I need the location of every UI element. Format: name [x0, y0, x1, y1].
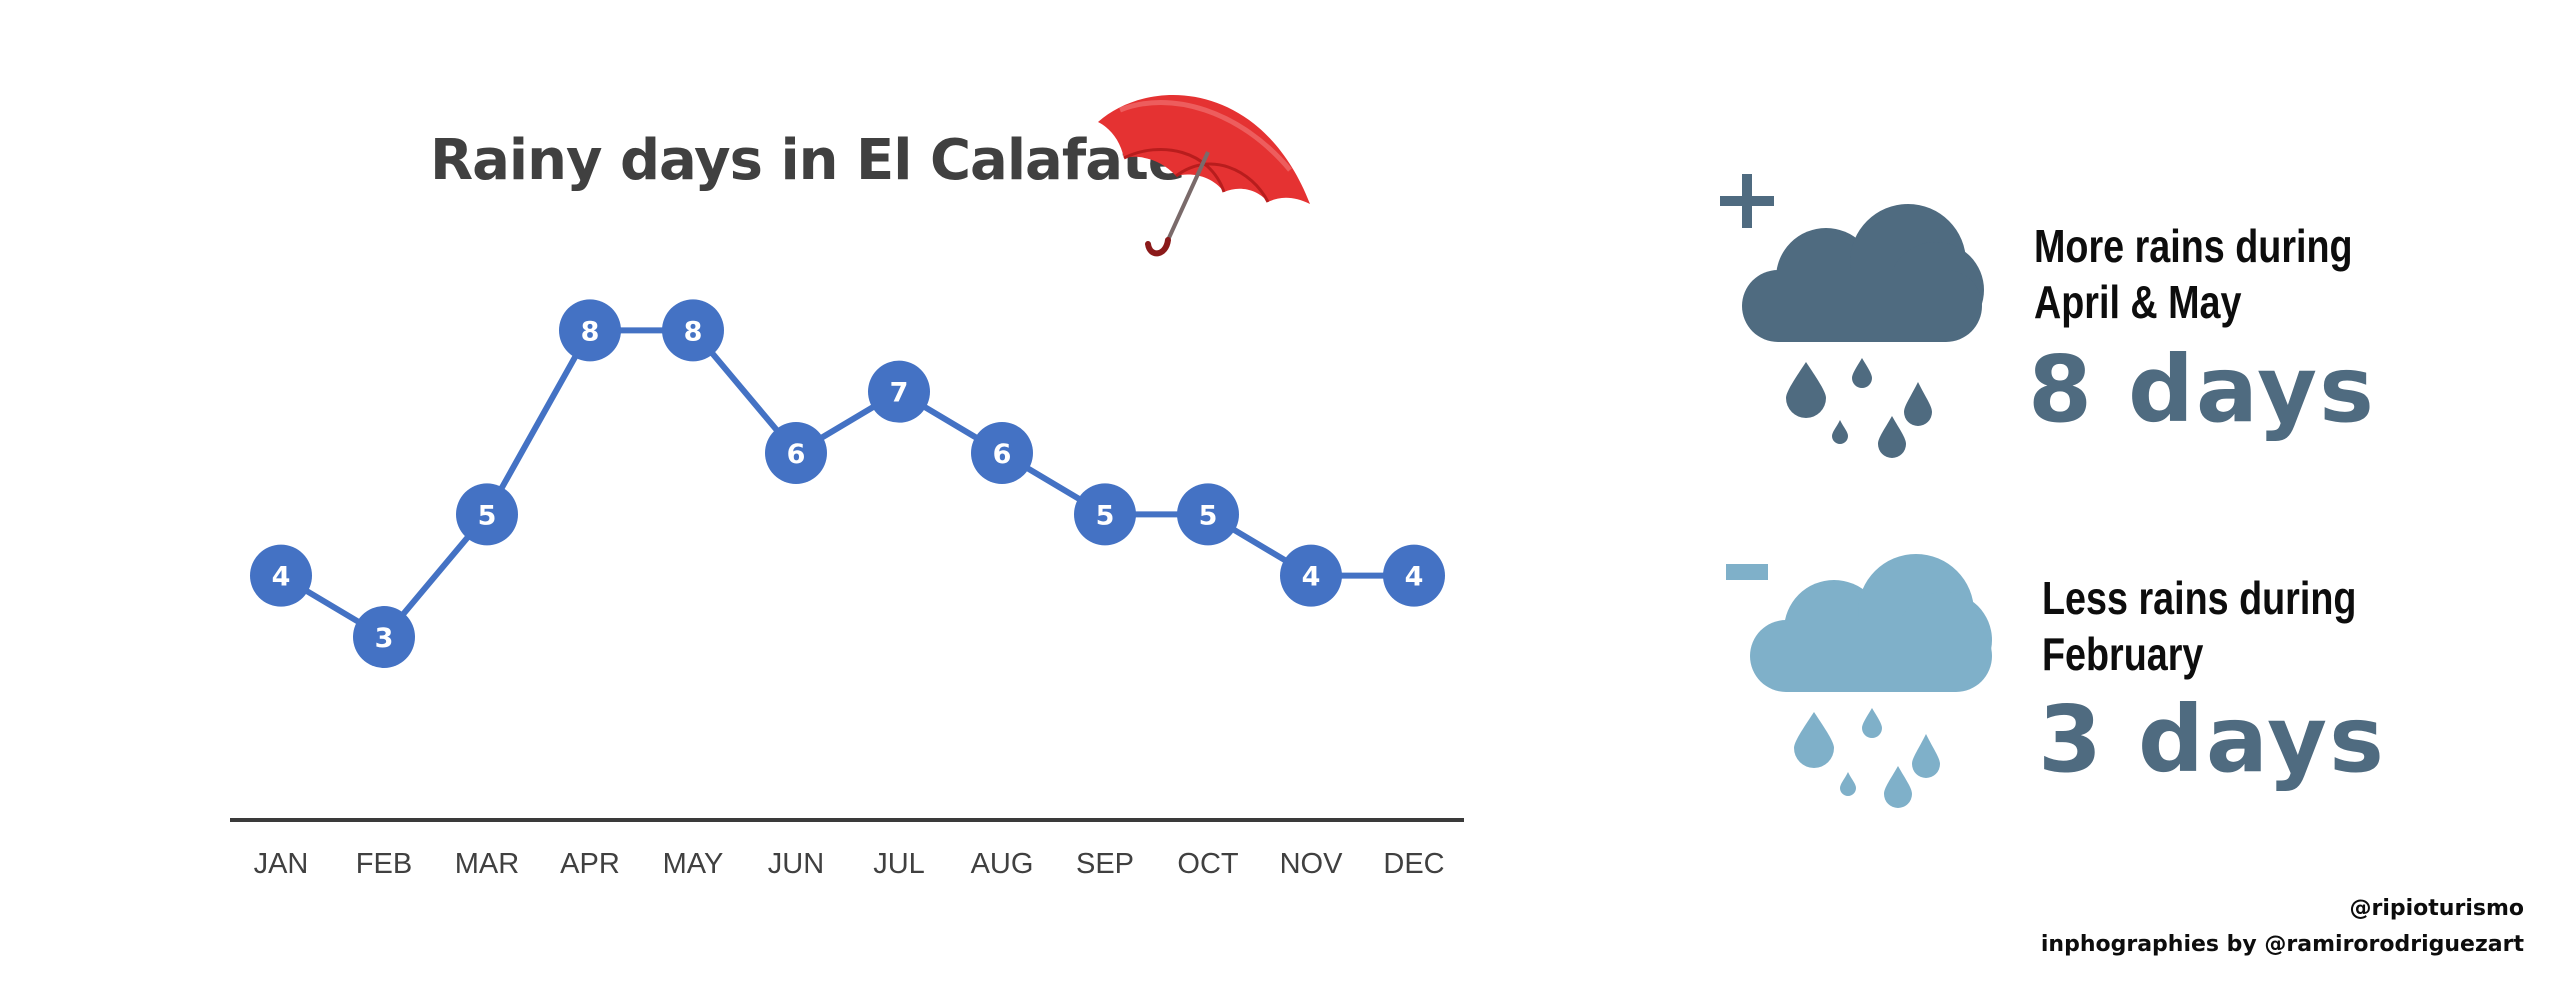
- credit-handle: @ripioturismo: [2349, 896, 2525, 921]
- data-point-sep: [1074, 483, 1136, 546]
- x-tick-label: NOV: [1280, 848, 1344, 880]
- more-rains-value: 8 days: [2028, 336, 2376, 443]
- x-tick-label: SEP: [1076, 848, 1134, 880]
- data-label-jan: 4: [272, 562, 291, 593]
- data-point-aug: [971, 422, 1033, 485]
- data-label-mar: 5: [478, 500, 497, 531]
- data-point-jan: [250, 544, 312, 607]
- x-tick-label: JUL: [873, 848, 925, 880]
- data-label-oct: 5: [1199, 500, 1218, 531]
- data-point-feb: [353, 606, 415, 668]
- more-rains-heading: More rains during April & May: [2034, 218, 2353, 330]
- less-rains-value: 3 days: [2038, 686, 2386, 793]
- data-point-may: [662, 299, 724, 362]
- x-tick-label: MAR: [455, 848, 519, 880]
- data-label-jul: 7: [890, 378, 909, 409]
- data-point-apr: [559, 299, 621, 362]
- data-point-oct: [1177, 483, 1239, 546]
- series-line: [279, 327, 1414, 640]
- x-tick-label: AUG: [971, 848, 1034, 880]
- credit-author: inphographies by @ramirorodriguezart: [2040, 932, 2524, 957]
- x-tick-label: JUN: [768, 848, 824, 880]
- data-label-sep: 5: [1096, 500, 1115, 531]
- data-point-dec: [1383, 544, 1445, 607]
- data-point-nov: [1280, 544, 1342, 607]
- data-label-may: 8: [684, 316, 703, 347]
- plus-icon: [1720, 174, 1774, 228]
- less-rains-heading-line1: Less rains during: [2042, 572, 2357, 624]
- data-label-apr: 8: [581, 316, 600, 347]
- less-rains-heading-line2: February: [2042, 628, 2204, 680]
- x-tick-label: DEC: [1383, 848, 1444, 880]
- data-point-jun: [765, 422, 827, 485]
- chart-title: Rainy days in El Calafate: [430, 128, 1186, 193]
- x-tick-label: APR: [560, 848, 620, 880]
- data-point-mar: [456, 483, 518, 546]
- data-label-nov: 4: [1302, 562, 1321, 593]
- rain-cloud-icon: [1750, 554, 1992, 808]
- data-label-feb: 3: [375, 623, 394, 654]
- data-point-jul: [868, 360, 930, 423]
- x-tick-label: JAN: [254, 848, 309, 880]
- less-rains-icon-group: [1726, 554, 1992, 808]
- more-rains-heading-line2: April & May: [2034, 276, 2242, 328]
- x-tick-label: OCT: [1177, 848, 1239, 880]
- x-tick-label: FEB: [356, 848, 412, 880]
- x-tick-label: MAY: [663, 848, 724, 880]
- more-rains-heading-line1: More rains during: [2034, 220, 2353, 272]
- rain-cloud-icon: [1742, 204, 1984, 458]
- data-label-dec: 4: [1405, 562, 1424, 593]
- data-label-jun: 6: [787, 439, 806, 470]
- minus-icon: [1726, 564, 1768, 580]
- less-rains-heading: Less rains during February: [2042, 570, 2356, 682]
- umbrella-icon: [1098, 95, 1310, 257]
- more-rains-icon-group: [1720, 174, 1984, 458]
- data-label-aug: 6: [993, 439, 1012, 470]
